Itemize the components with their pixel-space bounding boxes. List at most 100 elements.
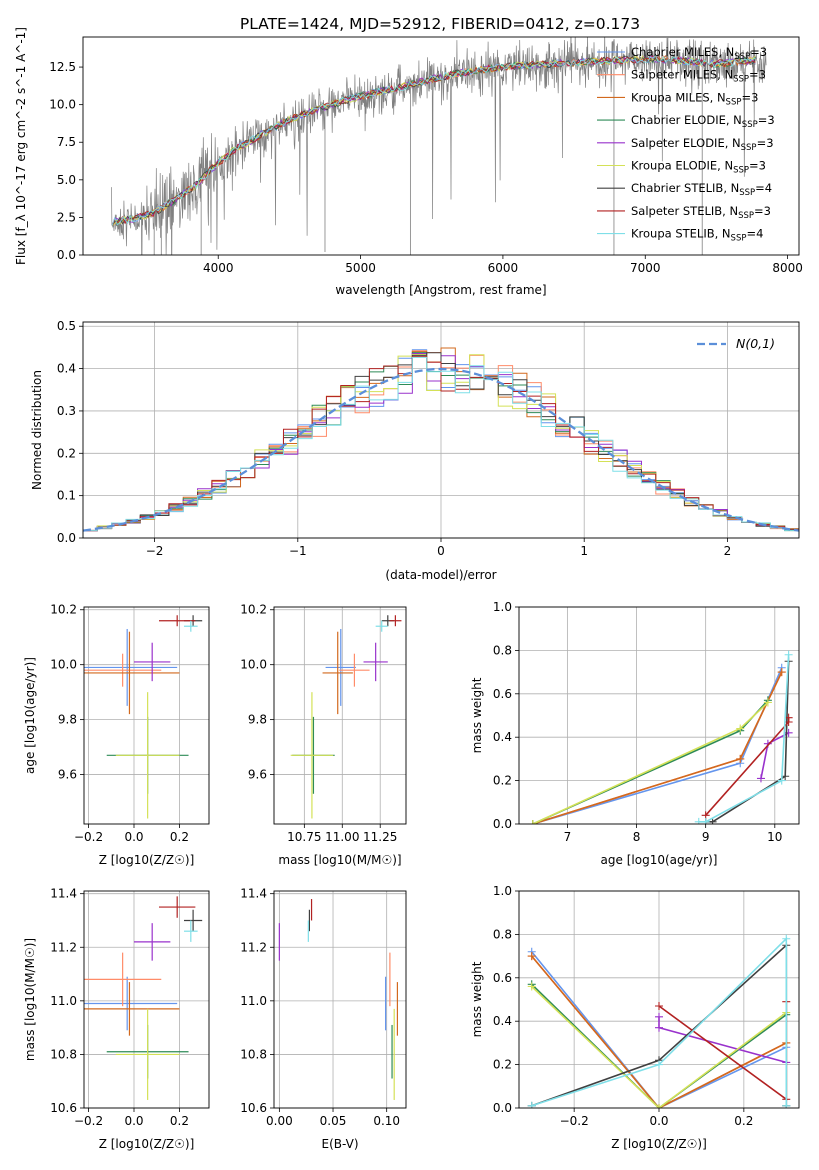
- axes-frame: [518, 890, 800, 1109]
- y-tick-label: 2.5: [57, 210, 76, 224]
- x-axis-label: wavelength [Angstrom, rest frame]: [335, 283, 546, 297]
- mass-weight-marker: [736, 754, 745, 763]
- y-tick-label: 0.6: [493, 687, 512, 701]
- y-tick-label: 0.8: [493, 643, 512, 657]
- mass-weight-marker: [528, 820, 537, 824]
- mass-weight-marker: [655, 1023, 663, 1032]
- mass-weight-line: [532, 701, 769, 824]
- x-axis-label: Z [log10(Z/Z☉)]: [99, 1137, 195, 1151]
- y-tick-label: 9.8: [58, 713, 77, 727]
- x-axis-label: mass [log10(M/M☉)]: [278, 853, 401, 867]
- mass-weight-line: [531, 955, 787, 1108]
- legend-label: Chabrier STELIB, NSSP=4: [631, 181, 772, 198]
- mass-weight-marker: [784, 650, 793, 659]
- axes-frame: [83, 606, 210, 825]
- mass-weight-line: [658, 1001, 788, 1101]
- axes-frame: [518, 606, 800, 825]
- x-tick-label: 0.0: [124, 830, 143, 844]
- axes-frame: [83, 890, 210, 1109]
- plot-area: [84, 615, 203, 819]
- figure-title: PLATE=1424, MJD=52912, FIBERID=0412, z=0…: [240, 15, 640, 33]
- x-tick-label: 8000: [772, 261, 803, 275]
- x-tick-label: 4000: [203, 261, 234, 275]
- y-tick-label: 11.4: [240, 887, 267, 901]
- x-tick-label: 10: [767, 830, 782, 844]
- mass-weight-marker: [655, 1002, 663, 1011]
- x-tick-label: 0: [437, 544, 445, 558]
- y-tick-label: 10.0: [49, 98, 76, 112]
- mass-weight-line: [531, 983, 787, 1108]
- x-tick-label: 10.75: [287, 830, 321, 844]
- plot-area: [527, 934, 791, 1108]
- x-tick-label: 11.00: [325, 830, 359, 844]
- mass-weight-line: [531, 985, 787, 1108]
- x-tick-label: 0.0: [649, 1114, 668, 1128]
- mass-weight-marker: [701, 817, 710, 824]
- grid-lines: [84, 607, 209, 824]
- y-tick-label: 0.0: [57, 531, 76, 545]
- y-tick-label: 0.0: [493, 817, 512, 831]
- y-tick-label: 10.6: [50, 1101, 77, 1115]
- y-tick-label: 10.8: [50, 1047, 77, 1061]
- mass-weight-marker: [777, 776, 786, 785]
- x-tick-label: 1: [580, 544, 588, 558]
- x-tick-label: 2: [724, 544, 732, 558]
- y-tick-label: 11.0: [50, 994, 77, 1008]
- y-tick-label: 0.3: [57, 404, 76, 418]
- y-tick-label: 10.0: [50, 658, 77, 672]
- x-tick-label: 6000: [488, 261, 519, 275]
- plot-area: [83, 347, 799, 538]
- y-tick-label: 10.8: [240, 1047, 267, 1061]
- x-tick-label: 0.2: [170, 830, 189, 844]
- x-tick-label: −0.2: [560, 1114, 589, 1128]
- x-tick-label: 7000: [630, 261, 661, 275]
- y-tick-label: 1.0: [493, 884, 512, 898]
- y-tick-label: 10.2: [240, 603, 267, 617]
- panel-spectrum: 4000 5000 6000 7000 8000 0.0 2.5 5.0 7.5 10.0 12.5…: [14, 27, 803, 297]
- panel-age_vs_Z: −0.2 0.0 0.2 9.6 9.8 10.0 10.2 Z [log10(Z/Z☉)] a…: [23, 603, 210, 867]
- model-spectrum-line: [111, 54, 756, 226]
- y-tick-label: 0.4: [57, 362, 76, 376]
- legend-label: Chabrier MILES, NSSP=3: [631, 45, 767, 62]
- grid-lines: [519, 890, 799, 1109]
- y-tick-label: 0.4: [493, 730, 512, 744]
- y-axis-label: Flux [f_λ 10^-17 erg cm^-2 s^-1 A^-1]: [14, 27, 28, 265]
- y-tick-label: 10.0: [240, 658, 267, 672]
- mass-weight-marker: [736, 724, 745, 733]
- x-tick-label: 7: [564, 830, 572, 844]
- mass-weight-marker: [763, 698, 772, 707]
- y-tick-label: 0.1: [57, 489, 76, 503]
- plot-area: [111, 37, 767, 255]
- mass-weight-marker: [527, 952, 536, 961]
- panel-residuals: −2 −1 0 1 2 0.0 0.1 0.2 0.3 0.4 0.5 (data-model)/er…: [30, 319, 800, 582]
- mass-weight-marker: [655, 1060, 663, 1069]
- x-axis-label: (data-model)/error: [385, 568, 496, 582]
- x-tick-label: 0.0: [124, 1114, 143, 1128]
- y-tick-label: 0.5: [57, 319, 76, 333]
- y-axis-label: age [log10(age/yr)]: [23, 657, 37, 774]
- y-tick-label: 0.0: [57, 248, 76, 262]
- axes-frame: [82, 36, 800, 256]
- y-axis-label: mass weight: [470, 677, 484, 753]
- x-axis-label: Z [log10(Z/Z☉)]: [99, 853, 195, 867]
- y-tick-label: 1.0: [493, 600, 512, 614]
- x-tick-label: −2: [146, 544, 164, 558]
- mass-weight-marker: [784, 713, 793, 722]
- x-tick-label: 11.25: [363, 830, 397, 844]
- legend-label: Salpeter MILES, NSSP=3: [631, 68, 766, 85]
- axes-frame: [273, 890, 407, 1109]
- y-tick-label: 11.0: [240, 994, 267, 1008]
- y-tick-label: 0.0: [493, 1101, 512, 1115]
- y-tick-label: 9.8: [248, 713, 267, 727]
- panel-mass_vs_ebv: 0.00 0.05 0.10 10.6 10.8 11.0 11.2 11.4 E(B-V): [240, 887, 407, 1151]
- legend-label: Chabrier ELODIE, NSSP=3: [631, 113, 775, 130]
- panel-mass_weight_vs_Z: −0.2 0.0 0.2 0.0 0.2 0.4 0.6 0.8 1.0 Z [log10(Z/Z…: [470, 884, 800, 1151]
- y-tick-label: 0.4: [493, 1014, 512, 1028]
- plot-area: [278, 899, 399, 1100]
- mass-weight-marker: [694, 817, 703, 824]
- y-tick-label: 9.6: [248, 768, 267, 782]
- mass-weight-marker: [782, 934, 791, 943]
- model-spectrum-line: [111, 55, 756, 226]
- x-tick-label: 0.05: [320, 1114, 347, 1128]
